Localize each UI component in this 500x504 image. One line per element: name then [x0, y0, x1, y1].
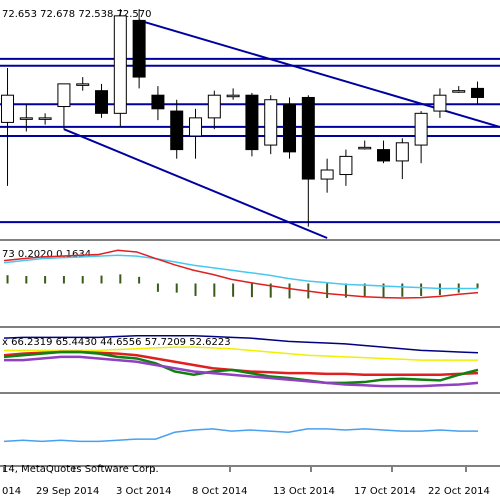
oscillator-pane [3, 249, 479, 299]
candle-body [301, 96, 315, 180]
x-tick-label: 3 Oct 2014 [116, 486, 171, 497]
oscillator-header: 73 0.2020 0.1634 [2, 249, 91, 260]
candle-body [358, 146, 372, 150]
candle-body [189, 117, 203, 137]
candle-body [452, 90, 466, 93]
candle-body [113, 15, 127, 114]
pane-separators [0, 239, 500, 467]
x-tick-label: 8 Oct 2014 [192, 486, 247, 497]
candle-body [414, 112, 428, 146]
candle-body [1, 94, 15, 123]
x-tick-label: 17 Oct 2014 [354, 486, 416, 497]
indicator-line-2 [4, 346, 478, 361]
candle-body [207, 94, 221, 119]
signal-line [3, 254, 478, 290]
line-pane [3, 428, 478, 443]
indicator-line-1 [3, 334, 479, 354]
candle-body [264, 99, 278, 146]
indicator-line-5 [4, 355, 479, 388]
copyright-text: 14, MetaQuotes Software Corp. [2, 464, 159, 475]
candle-body [226, 94, 240, 98]
candle-body [245, 94, 259, 151]
x-tick-label: 22 Oct 2014 [428, 486, 490, 497]
main-line [3, 249, 479, 299]
candle-body [95, 90, 109, 114]
candle-body [339, 155, 353, 176]
multi-line-header: x 66.2319 65.4430 44.6556 57.7209 52.622… [2, 337, 231, 348]
x-tick-label: 29 Sep 2014 [36, 486, 99, 497]
candle-body [76, 83, 90, 86]
multi-line-pane [3, 334, 479, 388]
main-pane-header: 72.653 72.678 72.538 72.570 [2, 9, 152, 20]
candle-body [170, 110, 184, 151]
candle-body [377, 149, 391, 162]
candle-body [395, 142, 409, 162]
candle-body [151, 94, 165, 110]
candle-body [471, 87, 485, 98]
indicator-line-4 [3, 350, 479, 385]
x-tick-label: 13 Oct 2014 [273, 486, 335, 497]
x-tick-label: 014 [2, 486, 21, 497]
candle-body [19, 117, 33, 120]
trend-line [63, 128, 328, 239]
time-axis: 014 29 Sep 2014 3 Oct 2014 8 Oct 2014 13 Oct… [2, 467, 490, 497]
price-pane [0, 9, 500, 239]
trend-line [138, 19, 500, 129]
candle-body [57, 83, 71, 108]
candle-body [38, 117, 52, 120]
candle-body [132, 19, 146, 78]
candle-body [320, 169, 334, 180]
indicator-line [3, 428, 478, 443]
candle-body [283, 103, 297, 153]
candle-body [433, 94, 447, 112]
